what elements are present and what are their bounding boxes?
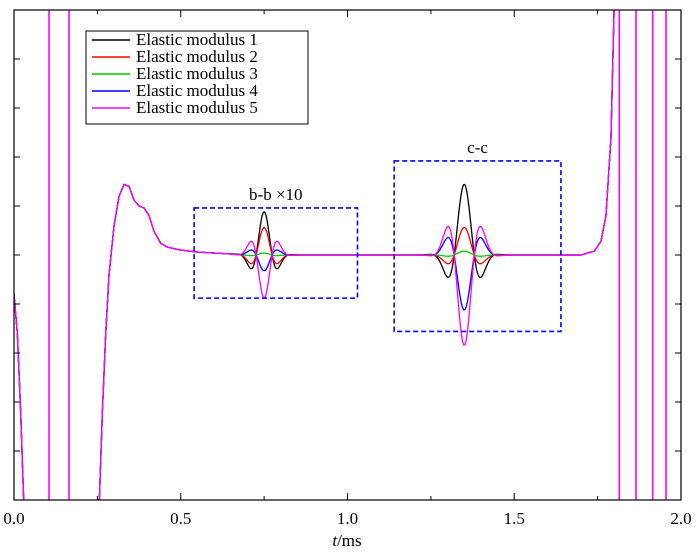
legend-label-4: Elastic modulus 4	[136, 81, 258, 100]
packet-box-2	[393, 160, 562, 333]
x-tick-label-1: 0.0	[3, 509, 24, 528]
packet-label-1: b-b ×10	[249, 185, 303, 204]
packet-box-1	[193, 207, 359, 299]
x-tick-label-5: 2.0	[670, 509, 691, 528]
annotation-boxes: b-b ×10 c-c	[193, 138, 562, 333]
x-tick-label-2: 0.5	[170, 509, 191, 528]
x-tick-label-4: 1.5	[504, 509, 525, 528]
plot-frame	[13, 9, 682, 501]
series-group	[14, 10, 667, 500]
x-tick-labels: 0.0 0.5 1.0 1.5 2.0	[3, 509, 691, 528]
legend-label-5: Elastic modulus 5	[136, 98, 258, 117]
legend-label-2: Elastic modulus 2	[136, 47, 258, 66]
x-axis-label: t/ms	[332, 531, 361, 550]
series-line-5	[14, 10, 615, 500]
packet-label-2: c-c	[467, 138, 488, 157]
x-tick-label-3: 1.0	[337, 509, 358, 528]
legend-label-1: Elastic modulus 1	[136, 30, 258, 49]
legend-label-3: Elastic modulus 3	[136, 64, 258, 83]
